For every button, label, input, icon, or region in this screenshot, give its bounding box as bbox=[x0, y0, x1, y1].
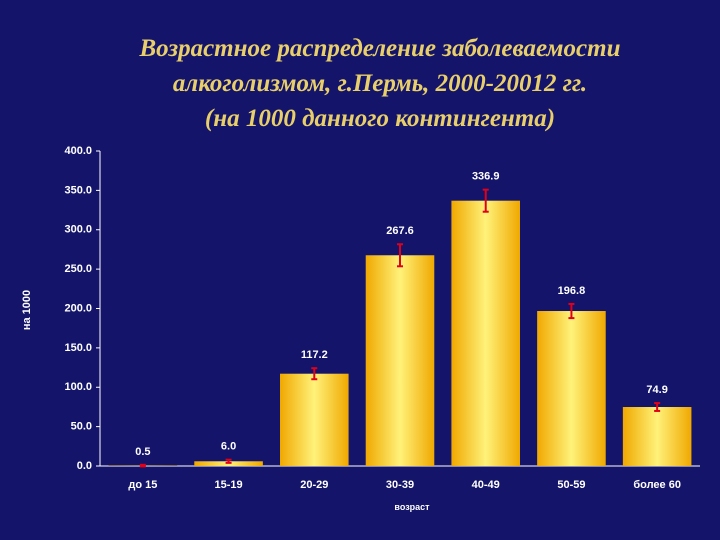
x-tick-label: до 15 bbox=[128, 479, 157, 491]
x-axis-label: возраст bbox=[394, 502, 430, 512]
value-label: 0.5 bbox=[135, 446, 150, 458]
x-tick-label: более 60 bbox=[633, 479, 681, 491]
value-label: 74.9 bbox=[646, 384, 667, 396]
value-label: 196.8 bbox=[558, 285, 586, 297]
y-tick-label: 50.0 bbox=[71, 421, 92, 433]
y-tick-label: 300.0 bbox=[64, 224, 92, 236]
bar bbox=[537, 311, 606, 466]
y-tick-label: 150.0 bbox=[64, 342, 92, 354]
bar bbox=[622, 407, 692, 466]
y-tick-label: 400.0 bbox=[64, 145, 92, 157]
value-label: 117.2 bbox=[301, 349, 328, 361]
x-tick-label: 15-19 bbox=[215, 479, 243, 491]
bar bbox=[365, 255, 435, 466]
chart-title: (на 1000 данного контингента) bbox=[205, 105, 555, 132]
bar bbox=[280, 373, 349, 466]
y-axis-label: на 1000 bbox=[21, 290, 33, 330]
x-tick-label: 20-29 bbox=[300, 479, 328, 491]
value-label: 6.0 bbox=[221, 441, 236, 453]
y-tick-label: 250.0 bbox=[64, 263, 92, 275]
y-tick-label: 350.0 bbox=[64, 184, 92, 196]
y-tick-label: 200.0 bbox=[64, 302, 92, 314]
chart-title: Возрастное распределение заболеваемости bbox=[138, 35, 620, 62]
bar bbox=[451, 200, 520, 466]
chart-title: алкоголизмом, г.Пермь, 2000-20012 гг. bbox=[173, 70, 587, 97]
y-tick-label: 100.0 bbox=[64, 381, 92, 393]
value-label: 336.9 bbox=[472, 171, 500, 183]
value-label: 267.6 bbox=[386, 225, 414, 237]
x-tick-label: 40-49 bbox=[472, 479, 500, 491]
y-tick-label: 0.0 bbox=[77, 460, 92, 472]
x-tick-label: 30-39 bbox=[386, 479, 414, 491]
x-tick-label: 50-59 bbox=[557, 479, 585, 491]
